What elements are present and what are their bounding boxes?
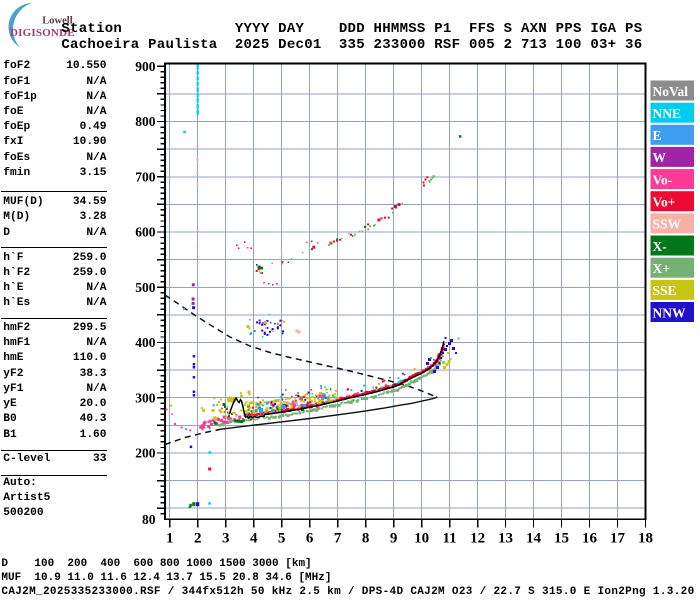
svg-text:300: 300 xyxy=(135,390,156,405)
svg-text:700: 700 xyxy=(135,169,156,184)
svg-text:800: 800 xyxy=(135,114,156,129)
svg-text:15: 15 xyxy=(554,531,569,547)
svg-text:E: E xyxy=(653,128,662,143)
svg-text:3: 3 xyxy=(222,531,230,547)
svg-text:8: 8 xyxy=(362,531,370,547)
svg-text:X+: X+ xyxy=(653,261,670,276)
svg-text:13: 13 xyxy=(498,531,513,547)
svg-text:NNW: NNW xyxy=(653,305,686,320)
svg-text:500: 500 xyxy=(135,280,156,295)
svg-text:400: 400 xyxy=(135,335,156,350)
svg-text:5: 5 xyxy=(278,531,286,547)
svg-text:600: 600 xyxy=(135,225,156,240)
svg-text:17: 17 xyxy=(610,531,626,547)
svg-text:X-: X- xyxy=(653,239,667,254)
svg-text:18: 18 xyxy=(638,531,653,547)
svg-text:NNE: NNE xyxy=(653,106,682,121)
svg-text:200: 200 xyxy=(135,446,156,461)
svg-text:DIGISONDE: DIGISONDE xyxy=(10,27,75,39)
svg-text:4: 4 xyxy=(250,531,258,547)
svg-text:14: 14 xyxy=(526,531,542,547)
svg-text:9: 9 xyxy=(390,531,398,547)
svg-text:2: 2 xyxy=(194,531,202,547)
svg-text:Vo-: Vo- xyxy=(653,172,673,187)
svg-text:16: 16 xyxy=(582,531,598,547)
svg-text:900: 900 xyxy=(135,59,156,74)
svg-text:7: 7 xyxy=(334,531,342,547)
svg-text:11: 11 xyxy=(443,531,457,547)
svg-text:10: 10 xyxy=(414,531,429,547)
svg-text:SSE: SSE xyxy=(653,283,677,298)
svg-text:6: 6 xyxy=(306,531,314,547)
svg-text:80: 80 xyxy=(142,512,156,527)
svg-text:W: W xyxy=(653,150,667,165)
svg-text:SSW: SSW xyxy=(653,217,682,232)
svg-text:Lowell: Lowell xyxy=(42,15,72,26)
svg-text:12: 12 xyxy=(470,531,485,547)
svg-text:1: 1 xyxy=(166,531,174,547)
svg-text:NoVal: NoVal xyxy=(653,84,689,99)
svg-text:Vo+: Vo+ xyxy=(653,195,676,210)
